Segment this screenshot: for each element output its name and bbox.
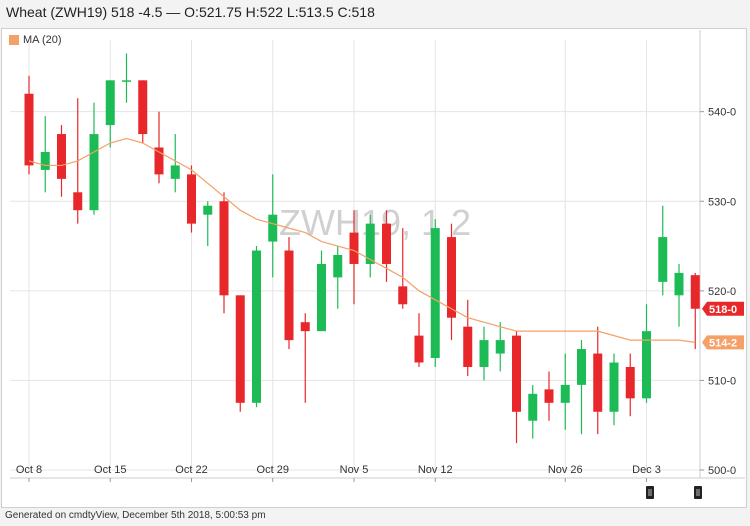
- candle-body: [235, 295, 245, 403]
- candle-body: [40, 151, 50, 170]
- candle-body: [495, 340, 505, 354]
- candle-body: [560, 384, 570, 403]
- candle-body: [349, 232, 359, 264]
- x-tick-label: Nov 26: [548, 464, 583, 476]
- candle-body: [690, 275, 700, 309]
- ma-line: [28, 137, 696, 343]
- chart-title: Wheat (ZWH19) 518 -4.5 — O:521.75 H:522 …: [6, 4, 375, 20]
- candle-body: [544, 389, 554, 403]
- symbol-watermark: ZWH19, 1 2: [279, 202, 471, 243]
- chart-header: Wheat (ZWH19) 518 -4.5 — O:521.75 H:522 …: [0, 0, 750, 28]
- candle-body: [284, 250, 294, 341]
- candle-body: [252, 250, 261, 403]
- candle-body: [365, 223, 375, 264]
- y-tick-label: 520-0: [708, 286, 736, 298]
- candle-body: [382, 223, 391, 264]
- y-tick-label: 540-0: [708, 107, 736, 119]
- candle-body: [609, 362, 619, 412]
- candle-body: [593, 353, 603, 412]
- chart-panel[interactable]: [1, 28, 747, 508]
- candle-body: [479, 340, 489, 367]
- candle-body: [219, 201, 229, 296]
- price-tag-label: 518-0: [709, 304, 737, 316]
- candle-body: [105, 80, 115, 126]
- candle-body: [658, 237, 668, 282]
- generated-footer: Generated on cmdtyView, December 5th 201…: [5, 510, 266, 521]
- candle-body: [89, 134, 99, 211]
- candle-body: [24, 93, 34, 166]
- candle-body: [170, 165, 180, 179]
- x-tick-label: Oct 8: [16, 464, 42, 476]
- candle-body: [414, 335, 424, 363]
- y-tick-label: 510-0: [708, 375, 736, 387]
- candle-body: [203, 205, 213, 215]
- candle-body: [317, 263, 326, 332]
- x-tick-label: Nov 5: [340, 464, 369, 476]
- range-handle-icon: [646, 486, 654, 499]
- candle-body: [154, 147, 164, 175]
- candle-body: [333, 255, 343, 278]
- candle-body: [430, 228, 440, 359]
- range-handle-icon: [694, 486, 702, 499]
- candle-body: [300, 322, 310, 332]
- x-tick-label: Oct 15: [94, 464, 126, 476]
- x-tick-label: Oct 29: [257, 464, 289, 476]
- ma-legend-swatch: [9, 35, 19, 45]
- candle-body: [642, 331, 651, 399]
- candle-body: [447, 237, 456, 318]
- x-tick-label: Dec 3: [632, 464, 661, 476]
- candle-body: [187, 174, 196, 224]
- candle-body: [528, 393, 538, 421]
- x-tick-label: Nov 12: [418, 464, 453, 476]
- candle-body: [463, 326, 473, 367]
- candle-body: [674, 272, 684, 296]
- candle-body: [268, 214, 278, 242]
- price-tag: [702, 301, 744, 316]
- candle-body: [625, 366, 635, 399]
- candle-body: [57, 134, 66, 179]
- y-tick-label: 530-0: [708, 196, 736, 208]
- candle-body: [138, 80, 148, 135]
- candle-body: [512, 335, 521, 412]
- price-tag: [702, 335, 744, 350]
- candle-body: [398, 286, 408, 305]
- candle-body: [73, 192, 83, 211]
- chart-legend: MA (20): [9, 34, 62, 46]
- candle-body: [122, 80, 131, 82]
- x-tick-label: Oct 22: [175, 464, 207, 476]
- price-tag-label: 514-2: [709, 337, 737, 349]
- ma-legend-label: MA (20): [23, 34, 62, 46]
- y-tick-label: 500-0: [708, 465, 736, 477]
- candle-body: [577, 349, 586, 385]
